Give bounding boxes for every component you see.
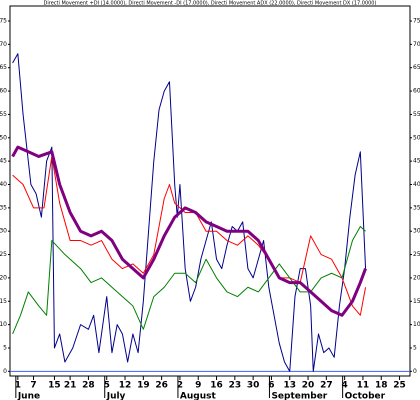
- x-tick-label: 21: [64, 381, 77, 391]
- x-tick-label: 5: [104, 381, 110, 391]
- x-tick-label: 6: [268, 381, 274, 391]
- y-tick-label-right: 45: [413, 158, 420, 165]
- x-tick-label: 27: [320, 381, 333, 391]
- month-label: July: [106, 392, 126, 400]
- y-tick-label: 45: [0, 158, 7, 165]
- y-tick-label: 60: [0, 88, 7, 95]
- y-tick-label-right: 30: [413, 228, 420, 235]
- y-tick-label: 20: [0, 274, 7, 281]
- month-label: October: [345, 392, 386, 400]
- series-line: [12, 155, 367, 316]
- x-tick-label: 16: [210, 381, 223, 391]
- x-tick-label: 4: [342, 381, 348, 391]
- chart-title: Directi Movement +DI (14.0000), Directi …: [44, 1, 377, 7]
- y-tick-label: 50: [0, 134, 7, 141]
- y-tick-label: 15: [0, 298, 7, 305]
- y-tick-label-right: 0: [413, 368, 417, 375]
- series-line: [12, 53, 367, 372]
- y-tick-label-right: 15: [413, 298, 420, 305]
- x-tick-label: 12: [119, 381, 132, 391]
- y-tick-label-right: 70: [413, 41, 420, 48]
- y-tick-label-right: 50: [413, 134, 420, 141]
- y-tick-label-right: 65: [413, 64, 420, 71]
- x-tick-label: 1: [15, 381, 21, 391]
- y-tick-label-right: 55: [413, 111, 420, 118]
- month-label: September: [271, 392, 327, 400]
- x-tick-label: 15: [48, 381, 61, 391]
- y-tick-label: 70: [0, 41, 7, 48]
- x-tick-label: 9: [195, 381, 201, 391]
- x-tick-label: 19: [137, 381, 150, 391]
- x-tick-label: 7: [30, 381, 36, 391]
- y-tick-label-right: 10: [413, 321, 420, 328]
- y-tick-label: 0: [3, 368, 7, 375]
- y-tick-label: 65: [0, 64, 7, 71]
- y-tick-label-right: 20: [413, 274, 420, 281]
- x-tick-label: 26: [155, 381, 168, 391]
- month-label: August: [180, 392, 217, 400]
- x-tick-label: 18: [375, 381, 388, 391]
- y-tick-label-right: 60: [413, 88, 420, 95]
- y-tick-label-right: 75: [413, 18, 420, 25]
- series-line: [12, 226, 366, 335]
- x-tick-label: 13: [283, 381, 296, 391]
- x-tick-label: 25: [393, 381, 406, 391]
- plot-frame: [9, 5, 411, 377]
- y-tick-label: 30: [0, 228, 7, 235]
- y-tick-label: 10: [0, 321, 7, 328]
- x-tick-label: 28: [82, 381, 95, 391]
- x-tick-label: 23: [229, 381, 242, 391]
- y-tick-label-right: 25: [413, 251, 420, 258]
- x-tick-label: 11: [357, 381, 370, 391]
- x-tick-label: 30: [247, 381, 260, 391]
- y-tick-label: 35: [0, 204, 7, 211]
- y-tick-label: 5: [3, 344, 7, 351]
- y-tick-label: 75: [0, 18, 7, 25]
- y-tick-label: 25: [0, 251, 7, 258]
- y-tick-label-right: 40: [413, 181, 420, 188]
- y-tick-label: 55: [0, 111, 7, 118]
- y-tick-label-right: 35: [413, 204, 420, 211]
- series-line: [11, 145, 367, 317]
- y-tick-label: 40: [0, 181, 7, 188]
- x-tick-label: 2: [177, 381, 183, 391]
- month-label: June: [17, 392, 40, 400]
- y-tick-label-right: 5: [413, 344, 417, 351]
- x-tick-label: 20: [302, 381, 315, 391]
